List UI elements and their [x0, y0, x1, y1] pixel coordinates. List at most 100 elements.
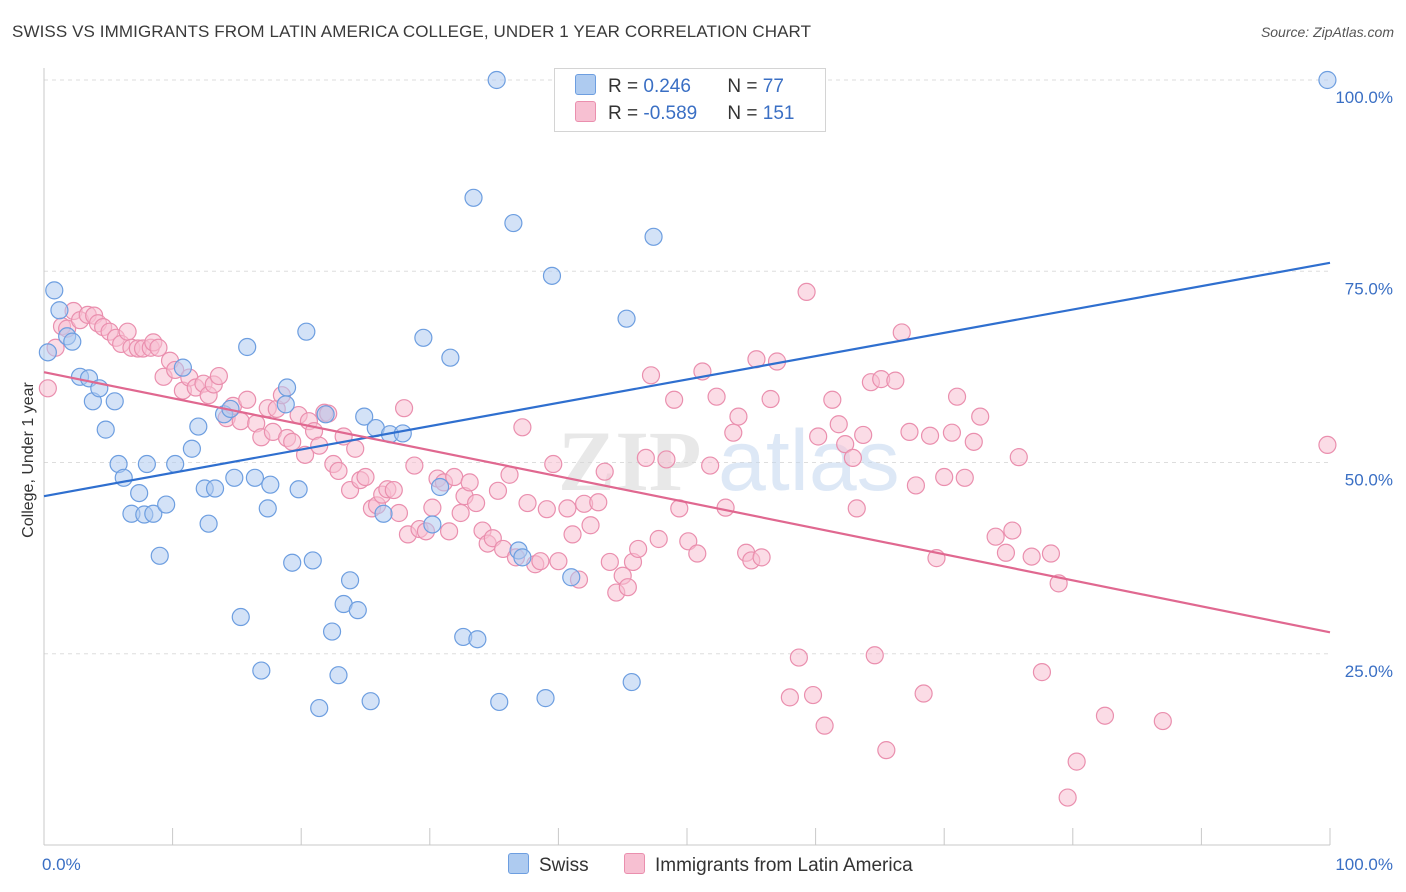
x-tick-labels: 0.0% 100.0%	[42, 855, 1393, 874]
swiss-point	[225, 468, 244, 487]
swiss-point	[441, 348, 460, 367]
swiss-point	[414, 328, 433, 347]
correlation-legend: R = 0.246 N = 77 R = -0.589 N = 151	[554, 68, 826, 132]
bottom-swiss-swatch	[508, 853, 529, 874]
latin-point	[886, 371, 905, 390]
swiss-point	[157, 495, 176, 514]
latin-point	[563, 525, 582, 544]
swiss-point	[261, 475, 280, 494]
swiss-point	[38, 343, 57, 362]
swiss-point	[144, 504, 163, 523]
latin-point	[935, 467, 954, 487]
swiss-point	[329, 666, 348, 685]
latin-point	[829, 415, 848, 434]
latin-point	[238, 390, 257, 409]
latin-point	[823, 390, 842, 409]
swiss-point	[166, 454, 185, 474]
swiss-point	[231, 607, 250, 627]
swiss-point	[45, 281, 64, 300]
latin-point	[701, 456, 720, 475]
latin-point	[1022, 547, 1041, 566]
swiss-point	[340, 571, 360, 590]
latin-point	[488, 481, 508, 500]
legend-row-swiss: R = 0.246 N = 77	[575, 74, 784, 100]
latin-n-value: 151	[762, 103, 795, 124]
latin-point	[558, 499, 577, 518]
swiss-point	[258, 499, 277, 518]
swiss-point	[513, 548, 532, 567]
swiss-point	[289, 480, 308, 499]
swiss-point	[245, 468, 265, 487]
swiss-point	[189, 417, 208, 436]
swiss-point	[490, 692, 509, 712]
latin-point	[665, 390, 684, 409]
latin-point	[964, 432, 983, 451]
latin-r-value: -0.589	[643, 103, 698, 124]
swiss-point	[182, 439, 201, 458]
x-tick-label-min: 0.0%	[42, 855, 81, 874]
latin-point	[914, 684, 933, 703]
swiss-point	[199, 514, 218, 533]
latin-point	[549, 552, 568, 571]
bottom-legend-swiss: Swiss	[508, 853, 589, 877]
swiss-point	[644, 227, 663, 246]
swiss-point	[130, 484, 149, 503]
latin-point	[797, 282, 816, 302]
latin-point	[513, 418, 532, 437]
latin-point	[780, 688, 799, 707]
latin-point	[865, 646, 884, 665]
legend-row-latin: R = -0.589 N = 151	[575, 101, 794, 127]
latin-point	[1318, 435, 1337, 455]
x-ticks	[43, 828, 1331, 845]
latin-point	[589, 493, 608, 512]
latin-point	[118, 322, 137, 341]
latin-point	[346, 439, 365, 458]
swiss-point	[504, 213, 523, 233]
y-tick-label: 100.0%	[1335, 88, 1393, 107]
latin-point	[900, 422, 919, 441]
swiss-trend-line	[43, 261, 1331, 498]
latin-point	[423, 498, 442, 517]
bottom-latin-label: Immigrants from Latin America	[655, 855, 913, 876]
swiss-point	[277, 378, 297, 397]
swiss-r-value: 0.246	[643, 76, 691, 97]
latin-point	[716, 498, 735, 517]
latin-point	[789, 648, 808, 667]
latin-point	[544, 454, 563, 474]
swiss-point	[468, 630, 487, 649]
swiss-point	[374, 504, 393, 523]
swiss-point	[348, 601, 367, 620]
latin-point	[600, 552, 619, 572]
latin-point	[466, 493, 486, 513]
latin-point	[1032, 663, 1052, 682]
latin-point	[394, 399, 414, 418]
latin-point	[283, 432, 302, 451]
latin-point	[405, 456, 424, 475]
swiss-point	[96, 420, 115, 439]
latin-point	[1003, 521, 1022, 540]
latin-point	[815, 716, 834, 735]
swiss-point	[536, 689, 555, 708]
latin-point	[451, 503, 470, 523]
latin-point	[1153, 711, 1172, 731]
swiss-point	[205, 479, 225, 498]
bottom-latin-swatch	[624, 853, 645, 874]
latin-point	[752, 548, 771, 567]
latin-point	[657, 450, 676, 469]
swiss-n-label: N =	[727, 76, 763, 97]
swiss-point	[430, 477, 450, 497]
latin-swatch	[575, 101, 596, 122]
swiss-point	[542, 266, 562, 285]
swiss-point	[617, 309, 636, 328]
swiss-point	[50, 301, 69, 320]
y-axis-label: College, Under 1 year	[20, 382, 37, 538]
bottom-legend-latin: Immigrants from Latin America	[624, 853, 913, 877]
latin-point	[209, 366, 228, 386]
swiss-point	[137, 454, 156, 474]
swiss-point	[464, 188, 483, 207]
latin-point	[688, 544, 707, 563]
trend-lines	[43, 261, 1331, 634]
swiss-point	[238, 337, 257, 357]
latin-point	[947, 387, 967, 406]
latin-point	[1095, 706, 1115, 725]
